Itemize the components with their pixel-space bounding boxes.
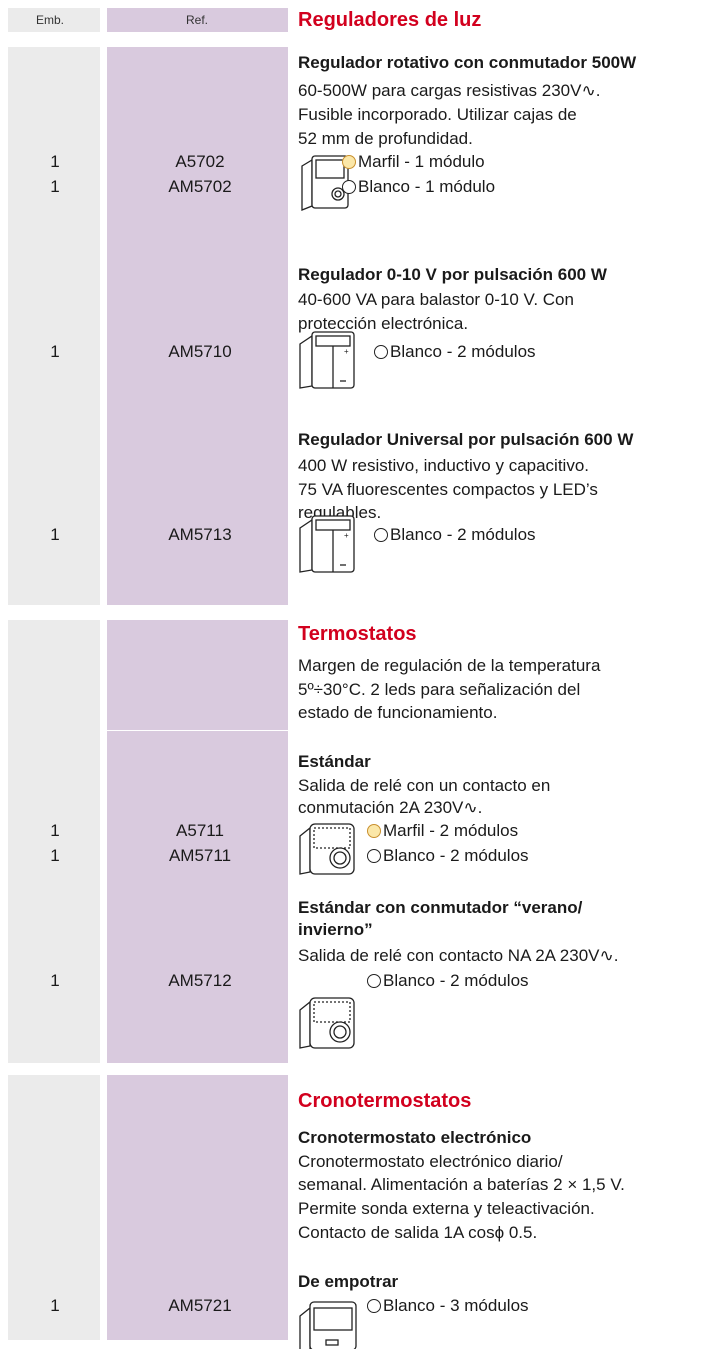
- item-title: Regulador rotativo con conmutador 500W: [298, 53, 637, 72]
- color-swatch: [342, 155, 356, 169]
- item-description: Salida de relé con un contacto en: [298, 776, 551, 795]
- option-label: Blanco - 2 módulos: [390, 342, 536, 361]
- emb-value: 1: [50, 525, 60, 544]
- color-swatch: [342, 180, 356, 194]
- item-description: 60-500W para cargas resistivas 230V∿.: [298, 81, 601, 100]
- product-icon: [301, 155, 349, 211]
- ref-column: [107, 620, 288, 730]
- item-description: 400 W resistivo, inductivo y capacitivo.: [298, 456, 590, 475]
- color-swatch: [367, 974, 381, 988]
- ref-column: [107, 731, 288, 1063]
- item-description: Cronotermostato electrónico diario/: [298, 1152, 563, 1171]
- option-label: Blanco - 1 módulo: [358, 177, 496, 196]
- item-description: Contacto de salida 1A cosϕ 0.5.: [298, 1223, 538, 1242]
- item-description: Fusible incorporado. Utilizar cajas de: [298, 105, 577, 124]
- item-description: 40-600 VA para balastor 0-10 V. Con: [298, 290, 574, 309]
- item-description: conmutación 2A 230V∿.: [298, 798, 483, 817]
- item-title: Cronotermostato electrónico: [298, 1128, 532, 1147]
- emb-column: [8, 1075, 100, 1340]
- section-description: 5º÷30°C. 2 leds para señalización del: [298, 680, 581, 699]
- color-swatch: [367, 824, 381, 838]
- item-description: 75 VA fluorescentes compactos y LED’s: [298, 480, 598, 499]
- emb-header-bg: [8, 8, 100, 32]
- ref-column: [107, 47, 288, 605]
- section-description: Margen de regulación de la temperatura: [298, 656, 601, 675]
- option-label: Marfil - 1 módulo: [358, 152, 485, 171]
- product-icon: +: [299, 515, 355, 573]
- ref-code: AM5702: [168, 177, 232, 196]
- ref-code: A5711: [176, 821, 224, 840]
- option-label: Blanco - 2 módulos: [383, 846, 529, 865]
- svg-text:+: +: [344, 531, 349, 540]
- item-title: Regulador 0-10 V por pulsación 600 W: [298, 265, 607, 284]
- ref-code: AM5710: [168, 342, 232, 361]
- product-icon: [299, 1301, 357, 1349]
- item-title: Regulador Universal por pulsación 600 W: [298, 430, 634, 449]
- color-swatch: [374, 345, 388, 359]
- ref-code: AM5711: [168, 846, 232, 865]
- section-title: Cronotermostatos: [298, 1090, 472, 1112]
- section-description: estado de funcionamiento.: [298, 703, 498, 722]
- emb-column: [8, 620, 100, 1063]
- emb-column: [8, 47, 100, 605]
- option-label: Blanco - 2 módulos: [383, 971, 529, 990]
- emb-value: 1: [50, 971, 60, 990]
- emb-value: 1: [50, 177, 60, 196]
- option-label: Blanco - 2 módulos: [390, 525, 536, 544]
- item-title: invierno”: [298, 920, 373, 939]
- item-description: Permite sonda externa y teleactivación.: [298, 1199, 595, 1218]
- emb-value: 1: [50, 1296, 60, 1315]
- color-swatch: [367, 1299, 381, 1313]
- item-description: protección electrónica.: [298, 314, 469, 333]
- item-title: Estándar: [298, 752, 371, 771]
- emb-header: Emb.: [35, 13, 65, 27]
- emb-value: 1: [50, 821, 60, 840]
- ref-code: A5702: [175, 152, 225, 171]
- item-title: De empotrar: [298, 1272, 399, 1291]
- emb-value: 1: [50, 846, 60, 865]
- option-label: Blanco - 3 módulos: [383, 1296, 529, 1315]
- item-description: 52 mm de profundidad.: [298, 129, 473, 148]
- emb-value: 1: [50, 152, 60, 171]
- svg-text:+: +: [344, 347, 349, 356]
- emb-value: 1: [50, 342, 60, 361]
- section-title: Termostatos: [298, 623, 417, 645]
- ref-code: AM5713: [168, 525, 232, 544]
- ref-code: AM5721: [168, 1296, 232, 1315]
- item-description: Salida de relé con contacto NA 2A 230V∿.: [298, 946, 619, 965]
- product-icon: +: [299, 331, 355, 389]
- product-icon: [299, 997, 355, 1049]
- ref-header: Ref.: [185, 13, 209, 27]
- ref-header-bg: [107, 8, 288, 32]
- item-title: Estándar con conmutador “verano/: [298, 898, 583, 917]
- option-label: Marfil - 2 módulos: [383, 821, 519, 840]
- color-swatch: [367, 849, 381, 863]
- ref-code: AM5712: [168, 971, 232, 990]
- ref-column: [107, 1075, 288, 1340]
- item-description: semanal. Alimentación a baterías 2 × 1,5…: [298, 1175, 625, 1194]
- color-swatch: [374, 528, 388, 542]
- product-icon: [299, 823, 355, 875]
- section-title: Reguladores de luz: [298, 9, 482, 31]
